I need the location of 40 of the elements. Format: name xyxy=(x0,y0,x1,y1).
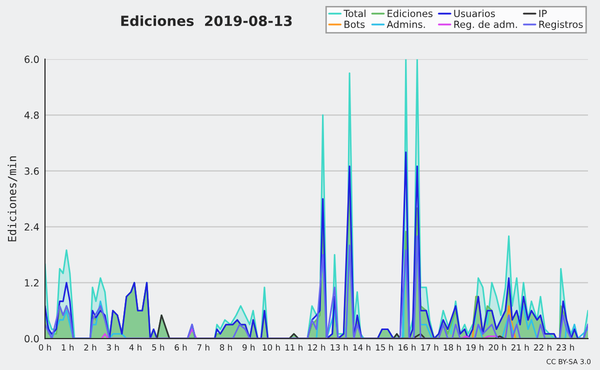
x-tick-label: 17 h xyxy=(421,344,438,350)
x-tick-label: 11 h xyxy=(286,344,302,350)
y-tick-label: 6.0 xyxy=(24,56,39,64)
legend-label: Ediciones xyxy=(388,10,432,18)
x-tick-label: 4 h xyxy=(129,344,142,350)
x-tick-label: 20 h xyxy=(488,344,506,351)
legend-label: Total xyxy=(344,10,366,18)
y-tick-label: 3.6 xyxy=(24,167,39,175)
x-tick-label: 5 h xyxy=(152,344,164,351)
legend-label: Usuarios xyxy=(454,10,495,18)
x-tick-label: 21 h xyxy=(511,344,529,350)
legend-label: Admins. xyxy=(386,20,425,28)
x-tick-label: 18 h xyxy=(444,344,461,351)
x-tick-label: 9 h xyxy=(242,344,255,351)
x-tick-label: 13 h xyxy=(330,344,348,351)
x-tick-label: 15 h xyxy=(376,344,393,351)
x-tick-label: 1 h xyxy=(62,344,74,350)
y-axis-title: Ediciones/min xyxy=(8,156,18,242)
x-tick-label: 22 h xyxy=(534,344,552,350)
x-tick-label: 12 h xyxy=(308,344,326,350)
x-tick-label: 23 h xyxy=(556,344,574,351)
legend-label: Reg. de adm. xyxy=(454,20,517,30)
y-tick-label: 0.0 xyxy=(24,335,39,342)
legend-label: Bots xyxy=(344,20,365,28)
chart-title: Ediciones 2019-08-13 xyxy=(121,15,292,26)
x-tick-label: 7 h xyxy=(197,344,210,350)
x-tick-label: 6 h xyxy=(174,344,187,351)
y-tick-label: 4.8 xyxy=(24,112,39,119)
x-tick-label: 3 h xyxy=(106,344,119,351)
x-tick-label: 19 h xyxy=(466,344,484,351)
x-tick-label: 2 h xyxy=(84,344,96,350)
x-tick-label: 14 h xyxy=(353,344,370,350)
legend-label: Registros xyxy=(539,20,583,30)
y-tick-label: 2.4 xyxy=(24,223,39,231)
x-tick-label: 16 h xyxy=(398,344,416,351)
x-tick-label: 10 h xyxy=(262,344,280,351)
x-tick-label: 8 h xyxy=(220,344,232,351)
legend-label: IP xyxy=(539,10,547,18)
y-tick-label: 1.2 xyxy=(25,279,38,286)
x-tick-label: 0 h xyxy=(38,344,51,351)
